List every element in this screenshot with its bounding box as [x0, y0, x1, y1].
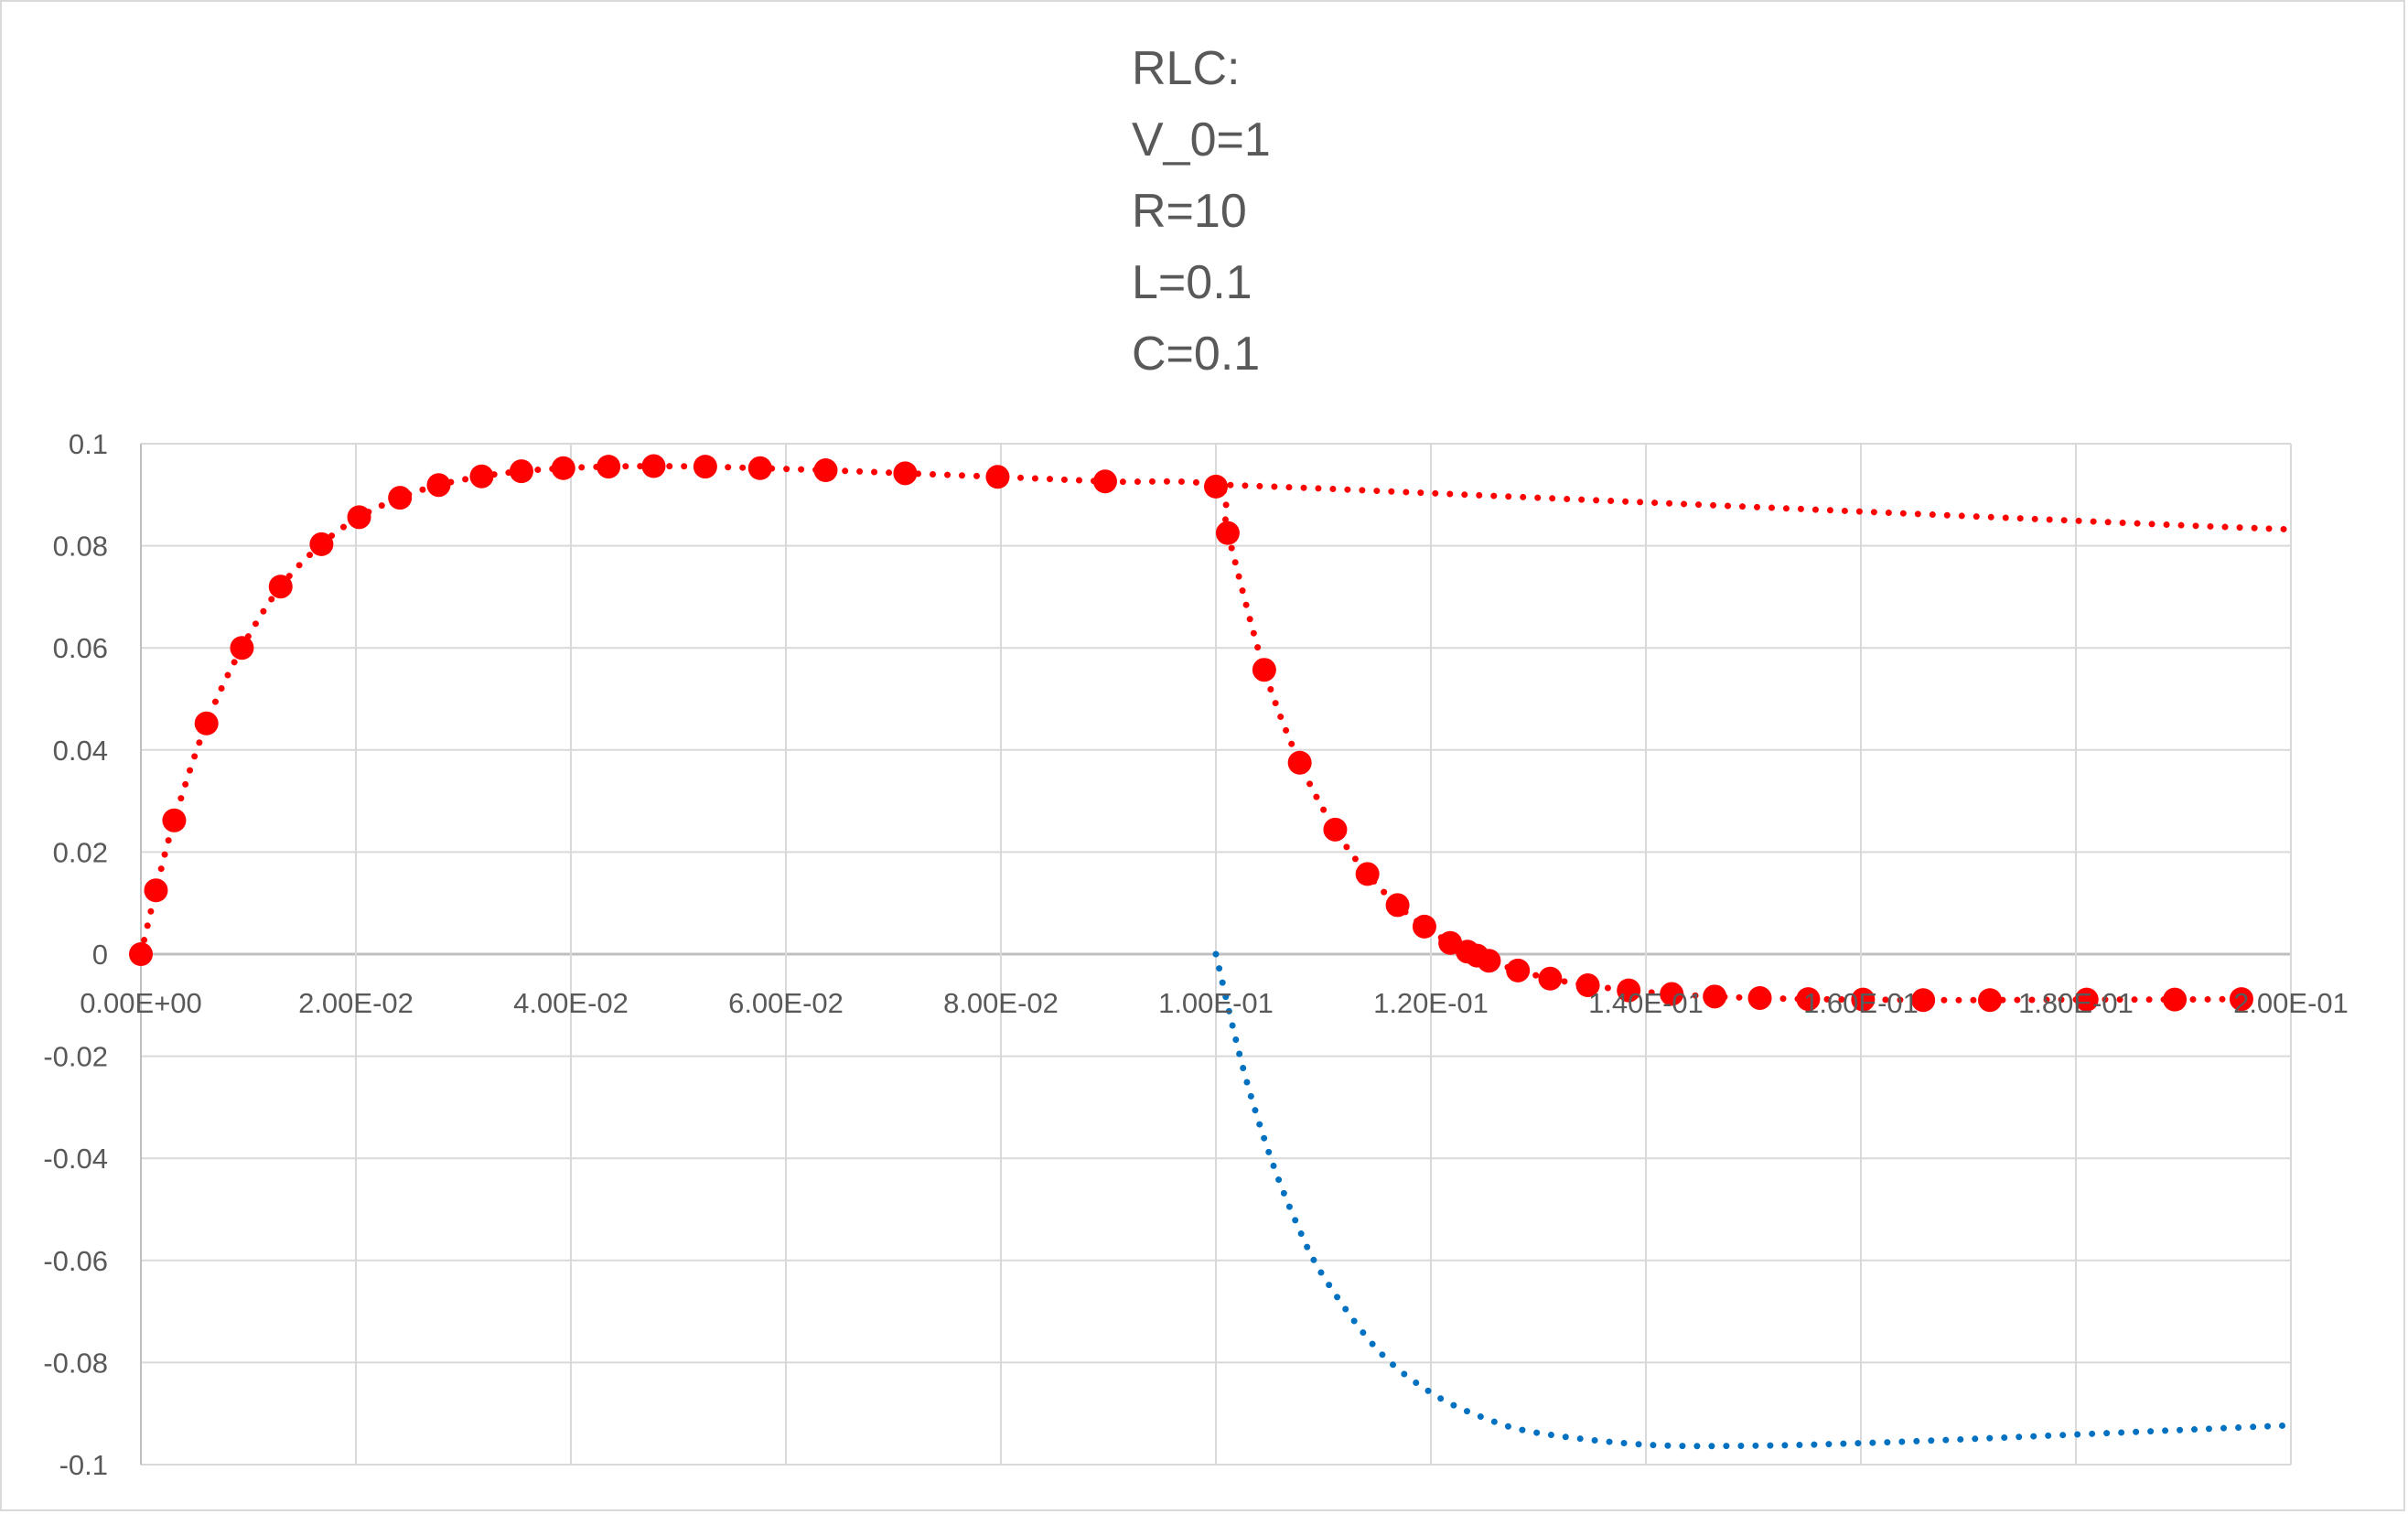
series-0-marker	[1796, 987, 1821, 1012]
series-0-marker	[1575, 973, 1600, 998]
y-tick-label: -0.04	[43, 1143, 108, 1175]
series-0-marker	[268, 574, 293, 599]
series-0-marker	[1617, 978, 1641, 1003]
series-0-marker	[985, 465, 1010, 489]
series-0-marker	[1477, 949, 1501, 973]
y-tick-label: 0.04	[53, 735, 108, 767]
x-tick-label: 8.00E-02	[943, 987, 1059, 1019]
y-tick-label: 0.02	[53, 836, 108, 868]
series-0-marker	[230, 636, 254, 660]
chart-title-line: R=10	[1132, 185, 1247, 238]
chart-title-line: RLC:	[1132, 42, 1240, 95]
series-0-marker	[1506, 958, 1531, 982]
series-0-marker	[813, 458, 838, 483]
chart-title-line: C=0.1	[1132, 327, 1260, 381]
series-0-marker	[1978, 988, 2002, 1013]
series-0-marker	[426, 473, 451, 498]
series-0-marker	[129, 942, 153, 966]
x-tick-label: 0.00E+00	[80, 987, 202, 1019]
series-0-marker	[1215, 521, 1240, 545]
series-0-marker	[1355, 862, 1380, 886]
x-tick-label: 2.00E-01	[2233, 987, 2349, 1019]
series-0-marker	[144, 878, 168, 903]
y-tick-label: 0.08	[53, 531, 108, 563]
chart-title: RLC: V_0=1 R=10 L=0.1 C=0.1	[1132, 42, 1271, 381]
y-axis-tick-labels: 0.1 0.08 0.06 0.04 0.02 0 -0.02 -0.04 -0.06 -0.08…	[43, 428, 108, 1481]
series-layer	[129, 454, 2295, 1450]
y-tick-label: -0.08	[43, 1347, 108, 1379]
series-0-marker	[597, 455, 621, 479]
series-0-marker	[1911, 988, 1936, 1013]
x-tick-label: 4.00E-02	[513, 987, 629, 1019]
series-0-marker	[347, 505, 371, 530]
series-0-marker	[1323, 817, 1348, 842]
series-0-marker	[1538, 966, 1563, 991]
series-0-marker	[1412, 914, 1436, 939]
x-tick-label: 1.00E-01	[1158, 987, 1274, 1019]
series-0-marker	[1660, 982, 1684, 1006]
gridlines	[140, 443, 2292, 1466]
series-0-marker	[509, 459, 533, 484]
x-tick-label: 1.80E-01	[2018, 987, 2134, 1019]
series-0-marker	[2074, 987, 2099, 1012]
y-tick-label: 0.1	[69, 428, 108, 460]
series-0-marker	[162, 808, 187, 832]
series-0-marker	[1252, 658, 1276, 682]
chart-title-line: L=0.1	[1132, 256, 1252, 309]
series-0-marker	[747, 456, 772, 480]
series-0-marker	[641, 454, 666, 478]
series-0-marker	[2163, 987, 2188, 1012]
series-0-marker	[194, 711, 219, 736]
x-tick-label: 2.00E-02	[298, 987, 414, 1019]
x-tick-label: 1.40E-01	[1588, 987, 1704, 1019]
x-tick-label: 1.20E-01	[1373, 987, 1489, 1019]
series-0-marker	[388, 486, 413, 510]
x-axis-tick-labels: 0.00E+00 2.00E-02 4.00E-02 6.00E-02 8.00E-02…	[80, 987, 2349, 1019]
x-tick-label: 6.00E-02	[728, 987, 844, 1019]
series-2-dotted-line	[1212, 950, 2295, 1450]
series-0-marker	[1287, 750, 1312, 775]
series-0-marker	[1703, 984, 1727, 1009]
y-tick-label: -0.06	[43, 1245, 108, 1277]
series-0-marker	[1851, 987, 1876, 1012]
series-0-marker	[1385, 893, 1410, 918]
x-tick-label: 1.60E-01	[1803, 987, 1919, 1019]
chart-title-line: V_0=1	[1132, 113, 1271, 166]
series-0-marker	[469, 464, 494, 489]
y-tick-label: 0	[92, 939, 108, 971]
series-0-marker	[1092, 469, 1117, 494]
series-0-marker	[551, 456, 575, 480]
series-0-marker	[693, 455, 717, 479]
series-0-marker	[309, 532, 334, 556]
series-0-marker	[893, 461, 918, 486]
y-tick-label: 0.06	[53, 632, 108, 664]
series-1-dotted-line	[1212, 481, 2295, 533]
series-0-marker	[2229, 987, 2253, 1012]
series-0-marker	[1747, 985, 1772, 1010]
y-tick-label: -0.1	[59, 1449, 108, 1481]
y-tick-label: -0.02	[43, 1041, 108, 1073]
